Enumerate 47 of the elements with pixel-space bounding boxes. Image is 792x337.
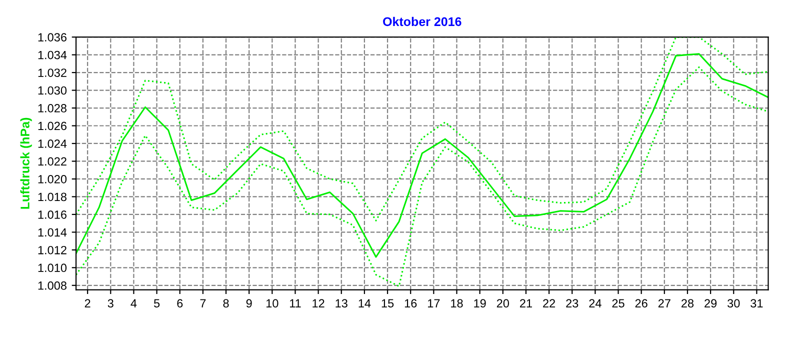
x-tick-label: 4 — [130, 299, 137, 308]
y-tick-label: 1.032 — [38, 68, 66, 77]
y-tick-label: 1.008 — [38, 281, 66, 290]
y-tick-label: 1.024 — [38, 140, 67, 148]
y-tick-label: 1.036 — [38, 33, 66, 42]
x-tick-label: 7 — [200, 299, 206, 308]
y-tick-label: 1.026 — [38, 122, 66, 130]
x-tick-label: 30 — [728, 299, 740, 308]
x-tick-label: 11 — [290, 299, 301, 308]
y-tick-label: 1.022 — [38, 157, 66, 166]
y-tick-label: 1.014 — [38, 228, 67, 237]
y-tick-label: 1.034 — [38, 50, 67, 60]
x-tick-label: 3 — [108, 299, 114, 308]
x-tick-label: 27 — [658, 299, 670, 308]
y-axis-title: Luftdruck (hPa) — [20, 118, 32, 209]
x-tick-label: 10 — [266, 299, 278, 308]
x-tick-label: 24 — [589, 299, 602, 308]
x-tick-label: 18 — [451, 299, 463, 308]
y-tick-label: 1.030 — [38, 86, 67, 95]
y-tick-label: 1.020 — [38, 175, 67, 184]
x-tick-label: 28 — [682, 299, 694, 308]
x-tick-label: 8 — [223, 299, 229, 308]
y-tick-label: 1.018 — [38, 192, 66, 202]
x-tick-label: 22 — [543, 299, 556, 308]
x-tick-label: 19 — [474, 299, 486, 308]
x-tick-label: 26 — [635, 299, 648, 308]
x-tick-label: 14 — [358, 299, 371, 308]
x-tick-label: 25 — [612, 299, 624, 308]
y-tick-label: 1.016 — [38, 210, 66, 219]
x-tick-label: 5 — [154, 299, 160, 308]
x-tick-label: 20 — [496, 299, 509, 308]
x-tick-label: 23 — [566, 299, 578, 308]
x-tick-label: 13 — [336, 299, 348, 308]
y-tick-label: 1.012 — [38, 246, 66, 254]
x-tick-label: 17 — [428, 299, 440, 308]
x-tick-label: 12 — [312, 299, 324, 308]
x-tick-label: 6 — [177, 299, 183, 308]
x-tick-label: 9 — [246, 299, 252, 308]
x-tick-label: 31 — [750, 299, 763, 308]
y-tick-label: 1.010 — [38, 264, 67, 272]
x-tick-label: 21 — [520, 299, 532, 308]
x-tick-label: 2 — [84, 299, 90, 308]
y-tick-label: 1.028 — [38, 104, 66, 112]
chart-title: Oktober 2016 — [383, 16, 462, 26]
x-tick-label: 16 — [404, 299, 417, 308]
x-tick-label: 29 — [704, 299, 717, 308]
x-tick-label: 15 — [382, 299, 394, 308]
